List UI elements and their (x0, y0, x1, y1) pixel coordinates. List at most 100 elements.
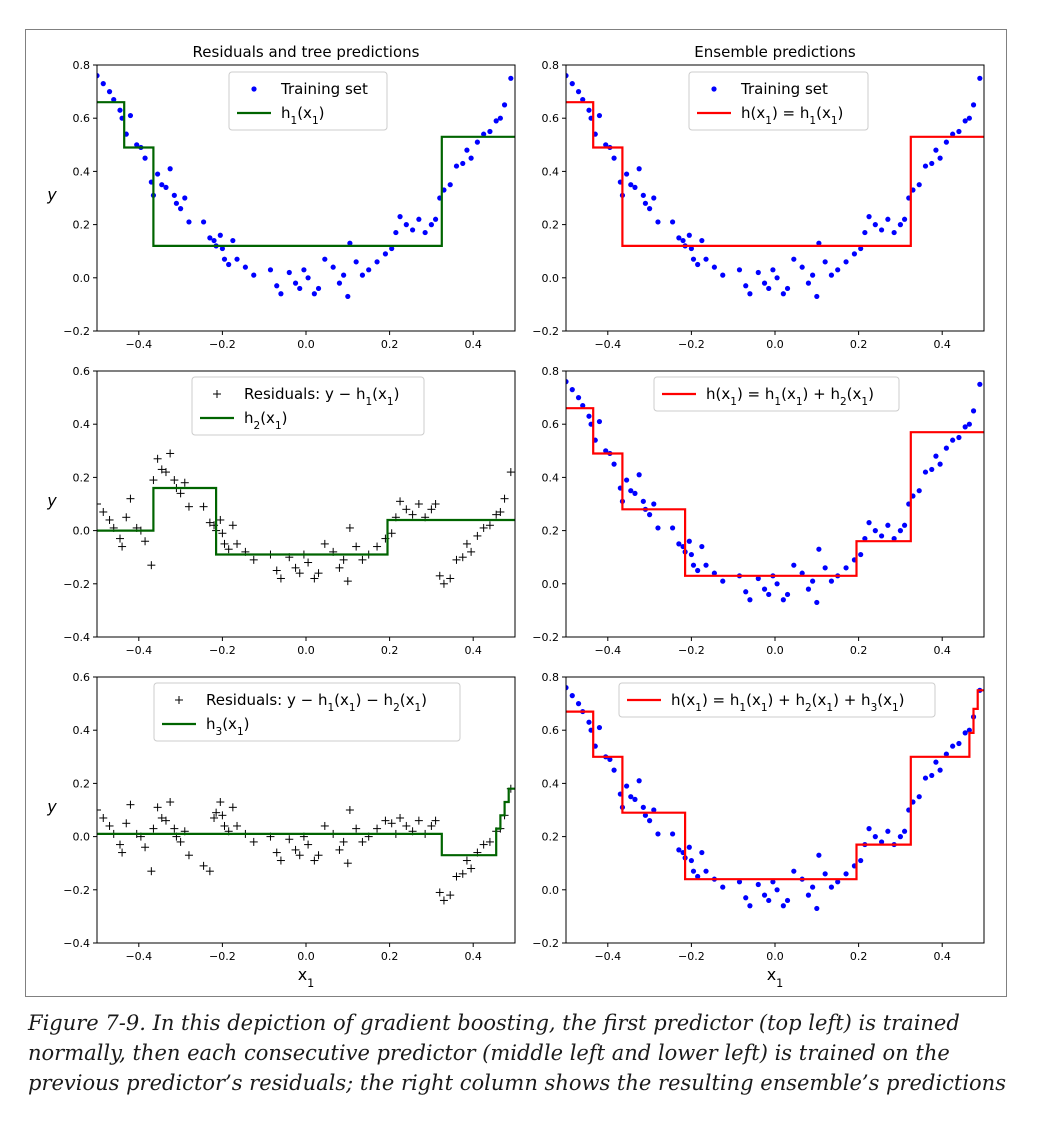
residual-point (446, 574, 455, 583)
y-tick-label: −0.2 (532, 325, 559, 338)
residual-point (343, 859, 352, 868)
training-point (699, 849, 705, 856)
training-point (872, 834, 878, 840)
residual-point (343, 577, 352, 586)
x-tick-label: 0.4 (933, 644, 951, 657)
y-tick-label: 0.2 (542, 525, 560, 538)
residual-point (122, 819, 131, 828)
training-point (977, 75, 983, 81)
y-tick-label: 0.0 (73, 831, 91, 844)
residual-point (118, 848, 127, 857)
training-point (891, 535, 897, 542)
training-point (207, 235, 213, 241)
training-point (736, 879, 743, 885)
training-point (305, 275, 311, 281)
training-point (566, 73, 569, 79)
y-tick-label: −0.4 (63, 937, 90, 950)
residual-point (147, 867, 156, 876)
residual-point (314, 851, 323, 860)
series-residuals (97, 784, 515, 905)
training-point (636, 472, 642, 478)
chart-bottom-right: −0.4 −0.2 0.0 0.2 0.4 −0.2 0.0 0.2 0.4 0.6 0.8 x1 h(… (532, 671, 985, 990)
residual-point (373, 542, 382, 551)
y-tick-label: 0.8 (542, 671, 560, 684)
residual-point (291, 563, 300, 572)
training-point (569, 81, 575, 87)
x-tick-label: −0.2 (678, 644, 705, 657)
training-point (163, 184, 169, 190)
training-point (173, 200, 180, 206)
prediction-line (97, 486, 515, 556)
training-point (226, 261, 232, 268)
training-point (586, 413, 592, 419)
residual-point (291, 845, 300, 854)
residual-point (500, 494, 509, 503)
residual-point (352, 542, 361, 551)
training-point (603, 142, 609, 148)
y-tick-label: 0.4 (73, 165, 91, 178)
training-point (234, 256, 240, 262)
training-point (962, 424, 968, 430)
training-point (142, 155, 148, 161)
training-point (569, 693, 575, 699)
residual-point (105, 821, 114, 830)
training-point (607, 756, 613, 763)
x-tick-label: 0.4 (933, 950, 951, 963)
residual-point (276, 856, 285, 865)
training-point (106, 89, 113, 95)
training-point (409, 227, 416, 233)
training-point (669, 219, 676, 225)
training-point (640, 192, 646, 198)
chart-top-left: −0.4 −0.2 0.0 0.2 0.4 −0.2 0.0 0.2 0.4 0.6 0.8 Resi… (46, 43, 516, 351)
x-tick-label: 0.0 (766, 644, 784, 657)
training-point (805, 280, 812, 286)
training-point (966, 727, 972, 733)
training-point (278, 291, 284, 297)
residual-point (122, 513, 131, 522)
training-point (943, 139, 949, 145)
prediction-line (97, 101, 515, 247)
legend-marker (251, 86, 257, 92)
residual-point (295, 851, 304, 860)
training-point (487, 128, 493, 135)
residual-point (431, 500, 440, 508)
training-point (586, 107, 592, 113)
figure-caption: Figure 7-9. In this depiction of gradien… (28, 1011, 1006, 1095)
training-point (345, 293, 351, 300)
residual-point (485, 837, 494, 846)
y-tick-label: 0.6 (542, 418, 560, 431)
training-point (322, 256, 328, 262)
residual-point (496, 507, 505, 516)
training-point (822, 565, 828, 571)
training-point (690, 868, 697, 874)
y-tick-label: 0.0 (542, 272, 560, 285)
residual-point (492, 510, 501, 519)
training-point (736, 267, 743, 273)
training-point (651, 195, 657, 201)
y-tick-label: 0.0 (542, 578, 560, 591)
residual-point (105, 515, 114, 524)
residual-point (335, 845, 344, 854)
training-point (858, 551, 864, 558)
training-point (640, 498, 646, 504)
residual-point (402, 505, 411, 514)
training-point (353, 259, 359, 265)
training-point (596, 418, 603, 425)
legend: h(x1) = h1(x1) + h2(x1) (653, 376, 900, 412)
training-point (155, 171, 161, 177)
x-tick-label: 0.2 (850, 644, 868, 657)
training-point (493, 118, 499, 124)
training-point (642, 812, 649, 818)
training-point (805, 586, 812, 592)
residual-point (147, 561, 156, 570)
residual-point (320, 539, 329, 548)
y-tick-label: 0.0 (73, 272, 91, 285)
prediction-line (97, 787, 515, 857)
residual-point (115, 534, 124, 543)
residual-point (220, 539, 229, 548)
training-point (791, 256, 797, 262)
training-point (766, 591, 772, 598)
training-point (929, 160, 935, 167)
residual-point (170, 476, 179, 485)
training-point (596, 112, 603, 119)
